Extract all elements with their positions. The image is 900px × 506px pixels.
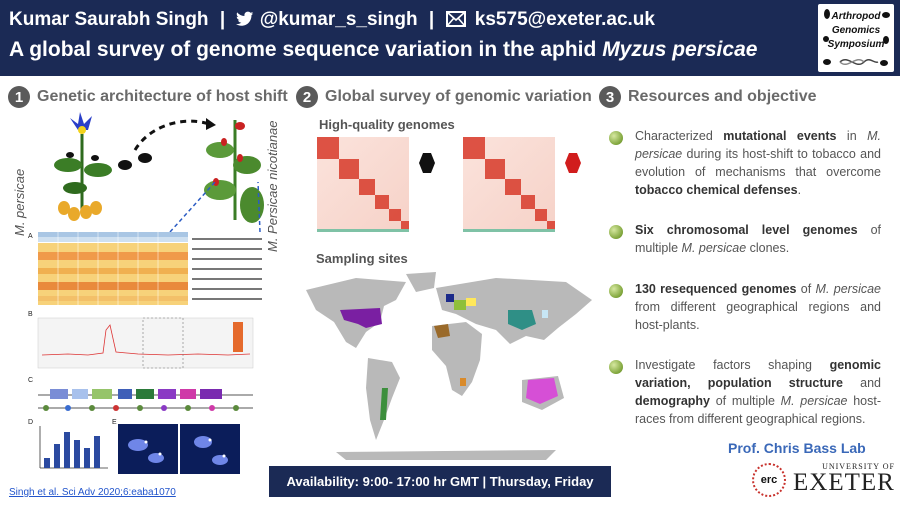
author-line: Kumar Saurabh Singh | @kumar_s_singh | k… <box>9 9 655 33</box>
poster-header: Kumar Saurabh Singh | @kumar_s_singh | k… <box>0 0 900 76</box>
usa-site <box>340 308 382 328</box>
poster-title: A global survey of genome sequence varia… <box>9 38 757 62</box>
panel-letter-c: C <box>28 377 33 384</box>
lab-name: Prof. Chris Bass Lab <box>728 440 866 456</box>
sampling-sites-map <box>306 272 592 460</box>
twitter-handle: @kumar_s_singh <box>259 9 418 30</box>
uk-site <box>446 294 454 302</box>
europe-site <box>454 300 466 310</box>
section-number: 3 <box>599 86 621 108</box>
japan-site <box>542 310 548 318</box>
china-site <box>508 310 536 330</box>
exeter-logo: UNIVERSITY OF EXETER <box>793 462 895 495</box>
bullet-icon <box>609 360 623 374</box>
bullet-icon <box>609 284 623 298</box>
bullet-fragment: genomic variation, population structure <box>635 358 881 390</box>
bullet-text: 130 resequenced genomes of M. persicae f… <box>609 280 881 334</box>
separator: | <box>219 9 226 30</box>
bullet-fragment: of multiple <box>635 223 881 255</box>
host-shift-illustration <box>54 112 264 232</box>
reference-link[interactable]: Singh et al. Sci Adv 2020;6:eaba1070 <box>9 487 176 498</box>
bullet-text: Characterized mutational events in M. pe… <box>609 127 881 199</box>
separator: | <box>428 9 435 30</box>
logo-line-symposium: Symposium <box>827 39 885 50</box>
bullet-fragment: and <box>842 376 881 390</box>
hic-map-red <box>463 137 581 232</box>
south-africa-site <box>460 378 466 386</box>
bullet-fragment: of <box>796 282 816 296</box>
bullet-fragment: during its host-shift to tobacco and evo… <box>635 147 881 179</box>
bullet-fragment: host-races from different geographical r… <box>635 394 881 426</box>
bullet-text: Six chromosomal level genomes of multipl… <box>609 221 881 257</box>
bullet-fragment: M. persicae <box>815 282 881 296</box>
email-icon <box>445 11 466 33</box>
chile-site <box>380 388 388 420</box>
logo-line-genomics: Genomics <box>831 25 881 36</box>
aphid-icon <box>138 153 152 163</box>
east-europe-site <box>466 298 476 306</box>
black-aphid-icon <box>419 153 435 173</box>
bug-icons <box>823 9 890 66</box>
bullet-item: Investigate factors shaping genomic vari… <box>609 356 881 428</box>
genetic-figure-panels: A B C D E <box>28 232 262 474</box>
bullet-icon <box>609 225 623 239</box>
exeter-text: EXETER <box>793 469 895 496</box>
label-m-persicae: M. persicae <box>12 168 27 236</box>
twitter-icon <box>236 11 254 33</box>
australia-site <box>526 378 558 404</box>
panel-letter-b: B <box>28 311 33 318</box>
symposium-logo: Arthropod Genomics Symposium <box>818 4 894 72</box>
north-africa-site <box>434 324 450 338</box>
section-3-heading: 3 Resources and objective <box>599 86 817 108</box>
bullet-fragment: from different geographical regions and … <box>635 300 881 332</box>
availability-banner: Availability: 9:00- 17:00 hr GMT | Thurs… <box>269 466 611 497</box>
panel-letter-a: A <box>28 233 33 240</box>
bullet-fragment: M. persicae <box>635 129 881 161</box>
bullet-fragment: mutational events <box>723 129 837 143</box>
title-text: A global survey of genome sequence varia… <box>9 38 603 61</box>
bullet-fragment: . <box>797 183 802 197</box>
section-number: 1 <box>8 86 30 108</box>
bullet-item: 130 resequenced genomes of M. persicae f… <box>609 280 881 334</box>
section-1-heading: 1 Genetic architecture of host shift <box>8 86 288 108</box>
sampling-sites-label: Sampling sites <box>316 251 408 266</box>
section-title: Genetic architecture of host shift <box>37 88 288 105</box>
email-address: ks575@exeter.ac.uk <box>474 9 655 30</box>
panel-letter-e: E <box>112 419 117 426</box>
title-species: Myzus persicae <box>602 38 758 61</box>
bullet-fragment: in <box>836 129 868 143</box>
bullet-text: Investigate factors shaping genomic vari… <box>609 356 881 428</box>
section-title: Resources and objective <box>628 88 817 105</box>
section-2-heading: 2 Global survey of genomic variation <box>296 86 592 108</box>
author-name: Kumar Saurabh Singh <box>9 9 209 30</box>
bullet-item: Six chromosomal level genomes of multipl… <box>609 221 881 257</box>
bullet-fragment: Characterized <box>635 129 724 143</box>
section-title: Global survey of genomic variation <box>325 88 592 105</box>
logo-line-arthropod: Arthropod <box>831 11 881 22</box>
bullet-fragment: M. persicae <box>780 394 848 408</box>
university-of-text: UNIVERSITY OF <box>822 462 895 471</box>
bullet-fragment: clones. <box>746 241 790 255</box>
bullet-fragment: 130 resequenced genomes <box>635 282 797 296</box>
blue-flower-icon <box>70 112 92 130</box>
bullet-fragment: demography <box>635 394 711 408</box>
host-shift-arrow <box>133 119 213 151</box>
red-aphid-icon <box>565 153 581 173</box>
aphid-icon <box>118 160 132 170</box>
erc-logo: erc <box>752 463 786 497</box>
panel-letter-d: D <box>28 419 33 426</box>
bullet-item: Characterized mutational events in M. pe… <box>609 127 881 199</box>
bullet-fragment: tobacco chemical defenses <box>635 183 798 197</box>
bullet-fragment: of multiple <box>710 394 781 408</box>
high-quality-genomes-label: High-quality genomes <box>319 117 455 132</box>
hic-map-black <box>317 137 435 232</box>
bullet-fragment: Investigate factors shaping <box>635 358 830 372</box>
section-number: 2 <box>296 86 318 108</box>
bullet-icon <box>609 131 623 145</box>
red-aphid-icon <box>235 122 245 130</box>
bullet-fragment: M. persicae <box>681 241 747 255</box>
hic-contact-maps <box>317 137 581 232</box>
bullet-fragment: Six chromosomal level genomes <box>635 223 858 237</box>
